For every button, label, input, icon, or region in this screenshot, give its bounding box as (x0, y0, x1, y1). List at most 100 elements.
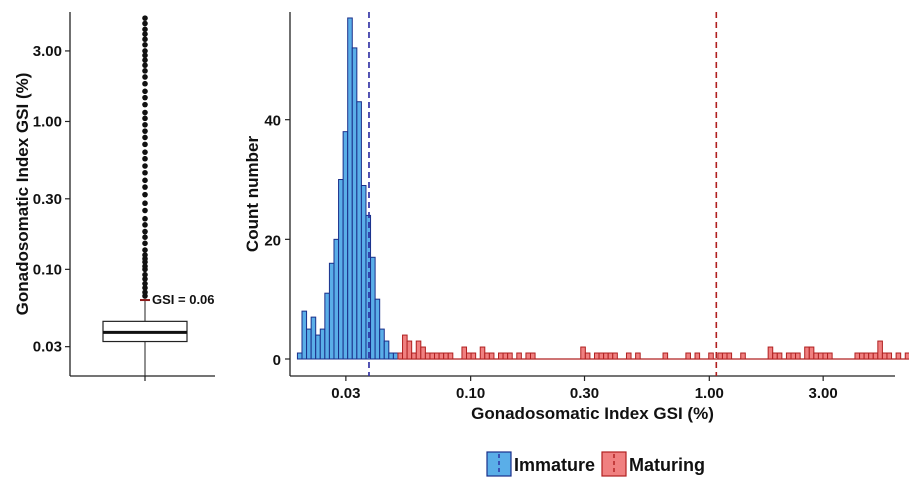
box-outlier-point (142, 149, 148, 155)
box-outlier-point (142, 141, 148, 148)
hist-bar-maturing (502, 352, 509, 360)
hist-bar-maturing (525, 352, 532, 360)
hist-bar-maturing (397, 352, 404, 360)
box-outlier-point (142, 207, 148, 214)
hist-x-tick-label: 0.03 (331, 385, 360, 402)
hist-x-tick-label: 1.00 (695, 385, 724, 402)
hist-bar-maturing (877, 340, 883, 360)
box-outlier-point (142, 57, 148, 63)
box-outlier-point (142, 42, 148, 48)
hist-bar-maturing (424, 352, 431, 360)
box-outlier-point (142, 48, 148, 54)
box-outlier-point (142, 276, 148, 282)
hist-bar-maturing (854, 352, 861, 360)
hist-bar-immature (324, 292, 330, 360)
box-outlier-point (142, 36, 148, 43)
hist-bar-maturing (584, 352, 591, 360)
hist-bar-maturing (785, 352, 792, 360)
hist-bar-immature (315, 334, 321, 360)
hist-bar-maturing (603, 352, 609, 360)
hist-x-tick-label: 3.00 (809, 385, 838, 402)
hist-bar-maturing (466, 352, 472, 360)
hist-bar-maturing (411, 352, 417, 360)
hist-bar-maturing (808, 346, 815, 360)
hist-bar-maturing (420, 346, 426, 360)
hist-bar-maturing (429, 352, 436, 360)
box-y-tick-label: 0.10 (33, 261, 62, 278)
hist-bar-maturing (868, 352, 874, 360)
box-outlier-point (142, 74, 148, 80)
hist-bar-immature (351, 47, 358, 360)
hist-bar-maturing (443, 352, 449, 360)
hist-bar-immature (310, 316, 317, 360)
hist-bar-maturing (694, 352, 701, 360)
hist-bar-maturing (612, 352, 618, 360)
hist-bar-maturing (717, 352, 723, 360)
box-outlier-point (142, 263, 148, 270)
hist-bar-maturing (790, 352, 797, 360)
hist-bar-maturing (434, 352, 440, 360)
hist-bar-maturing (438, 352, 445, 360)
hist-bar-immature (370, 256, 376, 360)
box-outlier-point (142, 222, 148, 228)
legend-label-immature: Immature (514, 455, 595, 475)
hist-bar-immature (338, 179, 344, 360)
box-outlier-point (142, 109, 148, 116)
hist-x-tick-label: 0.10 (456, 385, 485, 402)
hist-bar-immature (328, 262, 335, 360)
hist-bar-maturing (479, 346, 486, 360)
box-outlier-point (142, 191, 148, 198)
box-outlier-point (142, 280, 148, 287)
hist-bar-maturing (822, 352, 829, 360)
box-annotation-label: GSI = 0.06 (152, 292, 215, 307)
hist-bar-maturing (804, 346, 810, 360)
hist-bar-maturing (580, 346, 586, 360)
hist-bar-immature (356, 101, 362, 360)
hist-bar-immature (333, 238, 340, 360)
hist-bar-maturing (607, 352, 614, 360)
hist-bar-immature (319, 328, 326, 360)
hist-y-tick-label: 20 (264, 232, 281, 249)
hist-bar-immature (306, 328, 312, 360)
box-outlier-point (142, 26, 148, 33)
hist-bar-maturing (625, 352, 632, 360)
hist-bar-maturing (872, 352, 879, 360)
box-outlier-point (142, 228, 148, 235)
hist-bar-maturing (863, 352, 870, 360)
box-outlier-point (142, 94, 148, 101)
box-outlier-point (142, 128, 148, 134)
hist-bar-maturing (593, 352, 600, 360)
hist-bar-maturing (662, 352, 669, 360)
box-y-tick-label: 3.00 (33, 43, 62, 60)
box-outlier-point (142, 234, 148, 240)
hist-x-axis-title: Gonadosomatic Index GSI (%) (471, 404, 714, 423)
hist-bar-maturing (767, 346, 774, 360)
box-outlier-point (142, 88, 148, 95)
hist-bar-maturing (904, 352, 909, 360)
box-outlier-point (142, 15, 148, 21)
box-outlier-point (142, 163, 148, 169)
hist-bar-maturing (498, 352, 504, 360)
hist-bar-maturing (795, 352, 801, 360)
box-outlier-point (142, 184, 148, 190)
hist-bar-immature (392, 352, 399, 360)
hist-bar-maturing (530, 352, 536, 360)
hist-bar-maturing (886, 352, 893, 360)
hist-bar-maturing (507, 352, 513, 360)
box-outlier-point (142, 252, 148, 258)
box-outlier-point (142, 240, 148, 247)
hist-bar-maturing (484, 352, 490, 360)
box-outlier-point (142, 285, 148, 291)
hist-bar-immature (296, 352, 303, 360)
hist-bar-maturing (817, 352, 824, 360)
hist-bar-immature (379, 328, 385, 360)
hist-bar-maturing (415, 340, 422, 360)
hist-bar-immature (374, 298, 381, 360)
box-outlier-point (142, 68, 148, 74)
legend-label-maturing: Maturing (629, 455, 705, 475)
box-outlier-point (142, 271, 148, 278)
hist-bar-maturing (516, 352, 522, 360)
hist-bar-immature (342, 131, 349, 360)
